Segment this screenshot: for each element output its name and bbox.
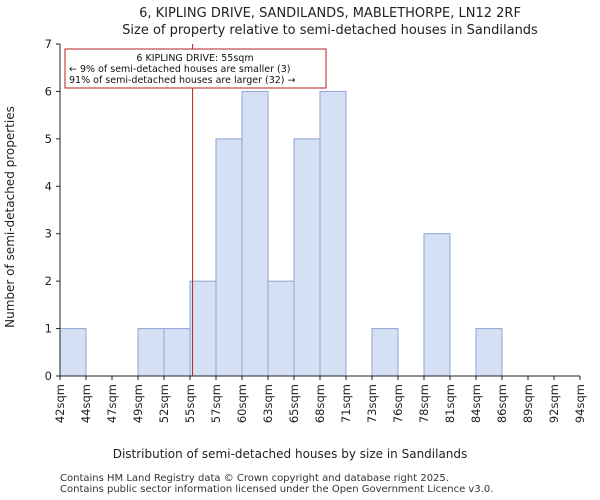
y-tick-label: 4 [45,179,52,193]
annotation-line-2: ← 9% of semi-detached houses are smaller… [69,64,290,75]
x-tick-label: 55sqm [183,384,197,423]
y-tick-label: 7 [45,37,52,51]
bar-68sqm [319,90,347,377]
chart-subtitle: Size of property relative to semi-detach… [122,23,538,38]
bar-42sqm [59,328,87,377]
y-tick-label: 3 [45,227,52,241]
x-tick-label: 47sqm [105,384,119,423]
y-ticks-group: 0 1 2 3 4 5 6 7 [45,37,60,383]
x-tick-label: 86sqm [495,384,509,423]
x-tick-label: 84sqm [469,384,483,423]
x-tick-label: 44sqm [79,384,93,423]
x-tick-label: 94sqm [573,384,587,423]
x-tick-label: 68sqm [313,384,327,423]
y-axis-label: Number of semi-detached properties [3,106,17,328]
annotation-line-1: 6 KIPLING DRIVE: 55sqm [136,53,253,64]
y-tick-label: 2 [45,274,52,288]
y-tick-label: 6 [45,84,52,98]
bar-78sqm [423,233,451,377]
y-tick-label: 5 [45,132,52,146]
x-tick-label: 89sqm [521,384,535,423]
annotation-border [64,48,327,89]
bar-65sqm [293,138,321,377]
x-tick-label: 78sqm [417,384,431,423]
x-tick-label: 71sqm [339,384,353,423]
x-tick-label: 52sqm [157,384,171,423]
bar-49sqm [137,328,165,377]
x-tick-label: 76sqm [391,384,405,423]
x-axis-label: Distribution of semi-detached houses by … [113,447,468,461]
x-tick-label: 60sqm [235,384,249,423]
bar-57sqm [215,138,243,377]
annotation-line-3: 91% of semi-detached houses are larger (… [69,75,296,86]
x-tick-label: 42sqm [53,384,67,423]
y-tick-label: 0 [45,369,52,383]
footer: Contains HM Land Registry data © Crown c… [60,473,493,495]
bar-84sqm [475,328,503,377]
footer-line-1: Contains HM Land Registry data © Crown c… [60,473,449,484]
x-tick-label: 81sqm [443,384,457,423]
annotation-box: 6 KIPLING DRIVE: 55sqm ← 9% of semi-deta… [64,48,327,89]
bar-63sqm [267,280,295,377]
bar-60sqm [241,90,269,377]
bar-52sqm [163,328,191,377]
x-tick-label: 73sqm [365,384,379,423]
bars-group [59,90,503,377]
x-tick-label: 65sqm [287,384,301,423]
bar-55sqm [189,280,217,377]
bar-73sqm [371,328,399,377]
y-tick-label: 1 [45,322,52,336]
x-tick-label: 63sqm [261,384,275,423]
x-tick-label: 57sqm [209,384,223,423]
x-tick-label: 49sqm [131,384,145,423]
chart-title: 6, KIPLING DRIVE, SANDILANDS, MABLETHORP… [139,6,521,21]
x-tick-label: 92sqm [547,384,561,423]
footer-line-2: Contains public sector information licen… [60,484,494,495]
x-ticks-group: 42sqm 44sqm 47sqm 49sqm 52sqm 55sqm 57sqm 60sqm… [53,376,587,423]
